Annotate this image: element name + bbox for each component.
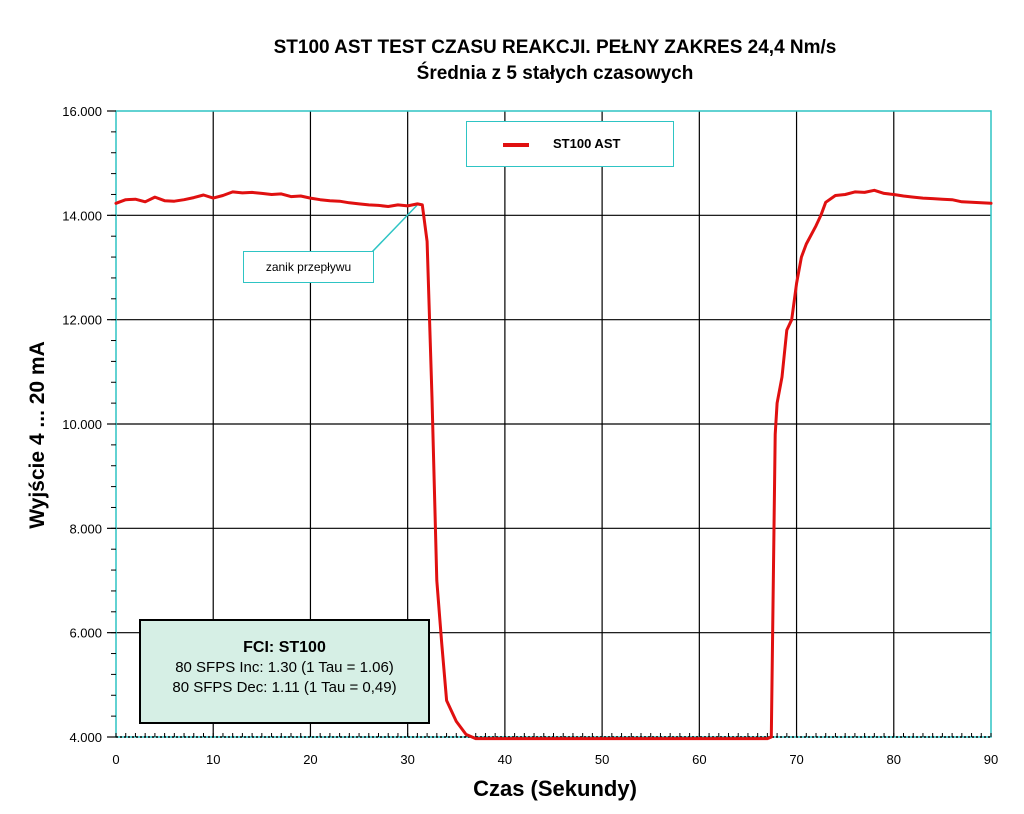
- chart-subtitle: Średnia z 5 stałych czasowych: [416, 63, 694, 84]
- y-tick-label: 6.000: [69, 626, 102, 641]
- y-tick-label: 14.000: [62, 208, 102, 223]
- y-tick-label: 8.000: [69, 521, 102, 536]
- x-tick-label: 70: [789, 752, 803, 767]
- info-box-line-inc: 80 SFPS Inc: 1.30 (1 Tau = 1.06): [175, 659, 394, 676]
- x-tick-label: 50: [595, 752, 609, 767]
- x-tick-label: 30: [400, 752, 414, 767]
- x-tick-label: 60: [692, 752, 706, 767]
- info-box-heading: FCI: ST100: [243, 639, 326, 656]
- annotation-leader: [371, 204, 418, 253]
- legend-label: ST100 AST: [553, 136, 621, 151]
- y-tick-label: 12.000: [62, 313, 102, 328]
- x-tick-label: 90: [984, 752, 998, 767]
- y-tick-label: 10.000: [62, 417, 102, 432]
- info-box-line-dec: 80 SFPS Dec: 1.11 (1 Tau = 0,49): [172, 679, 397, 696]
- chart-title: ST100 AST TEST CZASU REAKCJI. PEŁNY ZAKR…: [273, 37, 837, 58]
- legend: ST100 AST: [466, 121, 674, 167]
- y-tick-label: 4.000: [69, 730, 102, 745]
- x-tick-label: 80: [887, 752, 901, 767]
- x-tick-label: 10: [206, 752, 220, 767]
- legend-swatch: [503, 143, 529, 147]
- info-box: FCI: ST100 80 SFPS Inc: 1.30 (1 Tau = 1.…: [139, 619, 430, 724]
- y-axis-title: Wyjście 4 ... 20 mA: [26, 341, 49, 529]
- x-tick-label: 20: [303, 752, 317, 767]
- annotation-flow-loss: zanik przepływu: [243, 251, 374, 283]
- y-tick-label: 16.000: [62, 104, 102, 119]
- series-line-st100-ast: [114, 188, 993, 741]
- x-tick-label: 40: [498, 752, 512, 767]
- x-tick-label: 0: [112, 752, 119, 767]
- x-axis-title: Czas (Sekundy): [473, 776, 637, 801]
